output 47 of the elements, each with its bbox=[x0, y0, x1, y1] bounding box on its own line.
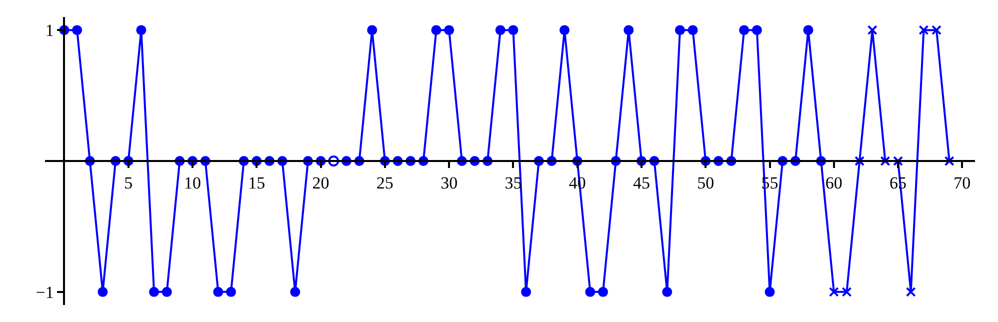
x-tick-label: 60 bbox=[825, 173, 842, 192]
point bbox=[867, 25, 878, 36]
x-tick-label: 15 bbox=[248, 173, 266, 192]
point bbox=[906, 286, 916, 297]
point bbox=[585, 286, 596, 297]
x-tick-label: 20 bbox=[312, 173, 330, 192]
point bbox=[803, 25, 814, 36]
point bbox=[944, 156, 954, 166]
point bbox=[764, 286, 775, 297]
x-tick-label: 30 bbox=[440, 173, 458, 192]
x-tick-label: 25 bbox=[376, 173, 394, 192]
point bbox=[880, 156, 890, 166]
point bbox=[136, 25, 146, 36]
point bbox=[508, 25, 518, 36]
point bbox=[226, 286, 236, 297]
point bbox=[932, 25, 942, 36]
x-tick-label: 70 bbox=[954, 173, 971, 192]
point bbox=[149, 286, 160, 297]
y-tick-label: −1 bbox=[36, 282, 54, 302]
x-tick-label: 45 bbox=[632, 173, 650, 192]
point bbox=[72, 25, 82, 36]
point bbox=[662, 286, 672, 297]
point bbox=[828, 286, 839, 297]
point bbox=[431, 25, 442, 36]
point bbox=[752, 25, 762, 36]
point bbox=[560, 25, 570, 36]
point bbox=[893, 156, 904, 166]
x-tick-label: 10 bbox=[184, 173, 202, 192]
point bbox=[495, 25, 506, 36]
x-tick-label: 50 bbox=[697, 173, 714, 192]
point bbox=[290, 286, 300, 297]
point bbox=[842, 286, 852, 297]
x-tick-label: 5 bbox=[124, 173, 133, 192]
point bbox=[444, 25, 454, 36]
y-tick-label: 1 bbox=[45, 21, 54, 40]
point bbox=[598, 286, 608, 297]
point bbox=[367, 25, 378, 36]
point bbox=[213, 286, 224, 297]
point bbox=[521, 286, 532, 297]
point bbox=[624, 25, 634, 36]
point bbox=[688, 25, 698, 36]
point bbox=[854, 156, 865, 166]
point bbox=[674, 25, 685, 36]
point bbox=[918, 25, 929, 36]
point bbox=[739, 25, 750, 36]
point bbox=[162, 286, 172, 297]
point bbox=[98, 286, 108, 297]
